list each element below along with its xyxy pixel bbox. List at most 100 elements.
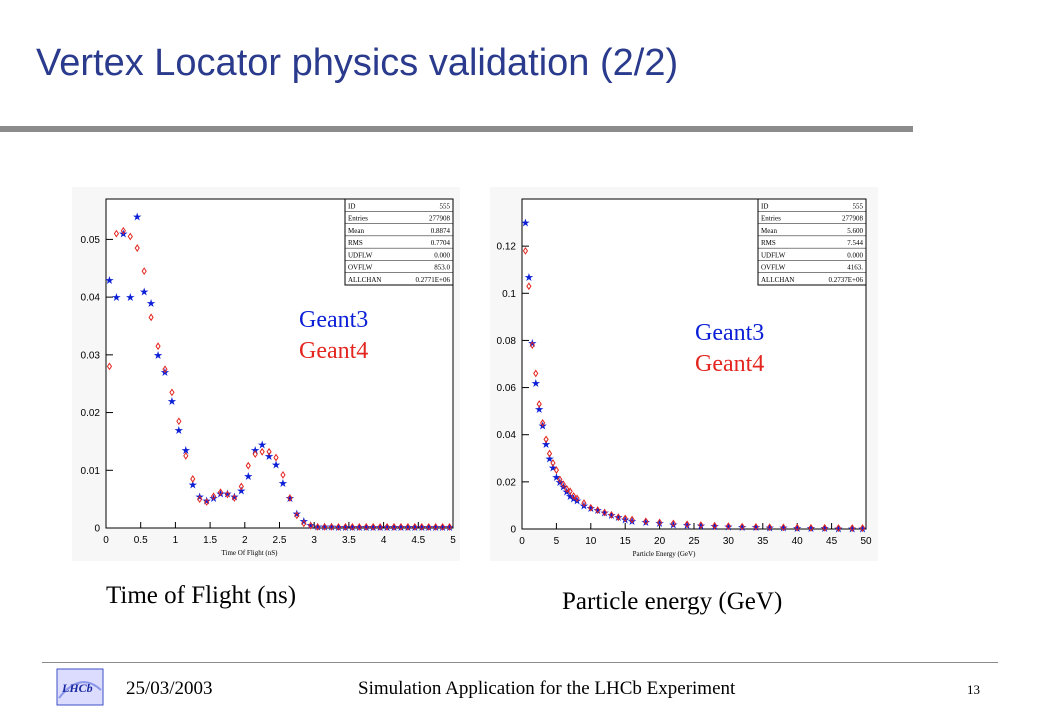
footer-rule: [42, 662, 998, 663]
stats-box: [757, 198, 867, 286]
geant3-point: ★: [424, 521, 434, 534]
x-axis-label: Time Of Flight (nS): [222, 549, 279, 557]
geant4-point: [412, 522, 418, 531]
geant4-point: [356, 522, 362, 531]
geant4-point: [808, 523, 814, 532]
geant3-point: ★: [382, 521, 392, 534]
geant3-point: ★: [765, 521, 775, 534]
geant4-point: [217, 488, 224, 497]
geant4-point: [301, 519, 307, 528]
geant4-point: [391, 522, 397, 531]
geant3-point: ★: [438, 521, 448, 534]
geant4-point: [224, 490, 231, 499]
energy-caption: Particle energy (GeV): [562, 588, 783, 615]
stats-value: 0.7704: [431, 239, 451, 247]
geant3-point: ★: [174, 424, 184, 437]
geant3-point: ★: [202, 494, 212, 507]
geant4-point: [134, 244, 140, 252]
x-tick-label: 20: [654, 536, 666, 547]
x-tick-label: 5: [554, 536, 560, 547]
geant4-point: [419, 522, 425, 531]
geant3-point: ★: [593, 504, 603, 517]
geant3-point: ★: [534, 403, 544, 416]
stats-key: ALLCHAN: [761, 276, 794, 284]
stats-value: 0.2737E+06: [829, 276, 864, 284]
geant3-point: ★: [607, 509, 617, 522]
geant4-point: [280, 470, 286, 479]
geant4-point: [849, 524, 855, 532]
geant3-point: ★: [181, 444, 191, 457]
geant4-point: [127, 232, 133, 241]
stats-key: OVFLW: [348, 264, 373, 272]
geant4-point: [204, 498, 210, 506]
geant4-point: [384, 522, 390, 531]
tof-plot-svg: 0 0.5 1 1.5 2 2.5 3 3.5 4 4.5 5 0 0.01 0.02 0.03 0.04 0.…: [72, 187, 460, 561]
geant3-point: ★: [320, 520, 330, 533]
geant4-point: [259, 447, 265, 456]
x-tick-label: 5: [450, 535, 456, 546]
geant3-point: ★: [417, 521, 427, 534]
geant3-point: ★: [820, 522, 830, 535]
geant4-point: [245, 461, 251, 470]
x-axis-label: Particle Energy (GeV): [633, 550, 697, 558]
page-number: 13: [967, 682, 980, 697]
geant4-point: [712, 521, 718, 530]
geant4-point: [588, 503, 594, 512]
y-tick-label: 0.02: [497, 477, 517, 488]
x-tick-label: 3: [311, 535, 317, 546]
y-tick-label: 0: [94, 524, 100, 535]
y-tick-label: 0.08: [497, 336, 517, 347]
geant4-point: [273, 453, 279, 462]
x-tick-label: 3.5: [342, 535, 356, 546]
geant4-point: [622, 514, 628, 523]
geant3-point: ★: [153, 349, 163, 362]
geant3-point: ★: [216, 487, 226, 500]
geant3-point: ★: [313, 520, 323, 533]
stats-key: ID: [348, 202, 355, 210]
geant3-legend-label: Geant3: [695, 320, 764, 346]
geant3-point: ★: [737, 521, 747, 534]
geant4-point: [550, 459, 556, 467]
geant3-point: ★: [445, 521, 455, 534]
geant3-point: ★: [299, 515, 309, 528]
stats-key: OVFLW: [761, 264, 786, 272]
geant3-legend-label: Geant3: [299, 307, 368, 333]
geant4-point: [162, 365, 168, 374]
geant4-point: [231, 494, 237, 502]
x-tick-label: 2.5: [273, 535, 287, 546]
x-tick-label: 0: [103, 535, 109, 546]
geant3-point: ★: [627, 515, 637, 528]
geant4-point: [725, 522, 732, 531]
geant4-point: [629, 515, 635, 524]
geant4-point: [684, 520, 690, 529]
stats-key: Mean: [761, 227, 777, 235]
y-tick-label: 0.05: [81, 235, 101, 246]
geant4-point: [536, 400, 542, 408]
geant3-point: ★: [682, 519, 692, 532]
title-underline: [0, 126, 913, 132]
geant4-point: [670, 519, 676, 528]
geant3-point: ★: [111, 291, 121, 304]
geant3-point: ★: [806, 522, 816, 535]
x-tick-label: 4: [381, 535, 387, 546]
tof-caption: Time of Flight (ns): [106, 582, 297, 609]
geant3-point: ★: [188, 479, 198, 492]
geant3-point: ★: [527, 337, 537, 350]
geant4-point: [238, 482, 244, 491]
geant3-point: ★: [125, 291, 135, 304]
geant4-point: [533, 369, 539, 378]
geant4-point: [210, 492, 217, 501]
y-tick-label: 0.1: [502, 289, 516, 300]
energy-plot: 0 5 10 15 20 25 30 35 40 45 50 0 0.02 0.04 0.06 0.08 0.1…: [490, 187, 878, 561]
geant4-point: [835, 524, 842, 532]
geant3-point: ★: [396, 521, 406, 534]
stats-value: 277908: [842, 215, 864, 223]
geant3-point: ★: [389, 521, 399, 534]
y-tick-label: 0.04: [81, 293, 101, 304]
x-tick-label: 50: [860, 536, 872, 547]
geant3-point: ★: [167, 395, 177, 408]
x-tick-label: 30: [723, 536, 735, 547]
tof-plot: 0 0.5 1 1.5 2 2.5 3 3.5 4 4.5 5 0 0.01 0.02 0.03 0.04 0.…: [72, 187, 460, 561]
geant4-point: [426, 522, 432, 531]
geant3-point: ★: [292, 508, 302, 521]
